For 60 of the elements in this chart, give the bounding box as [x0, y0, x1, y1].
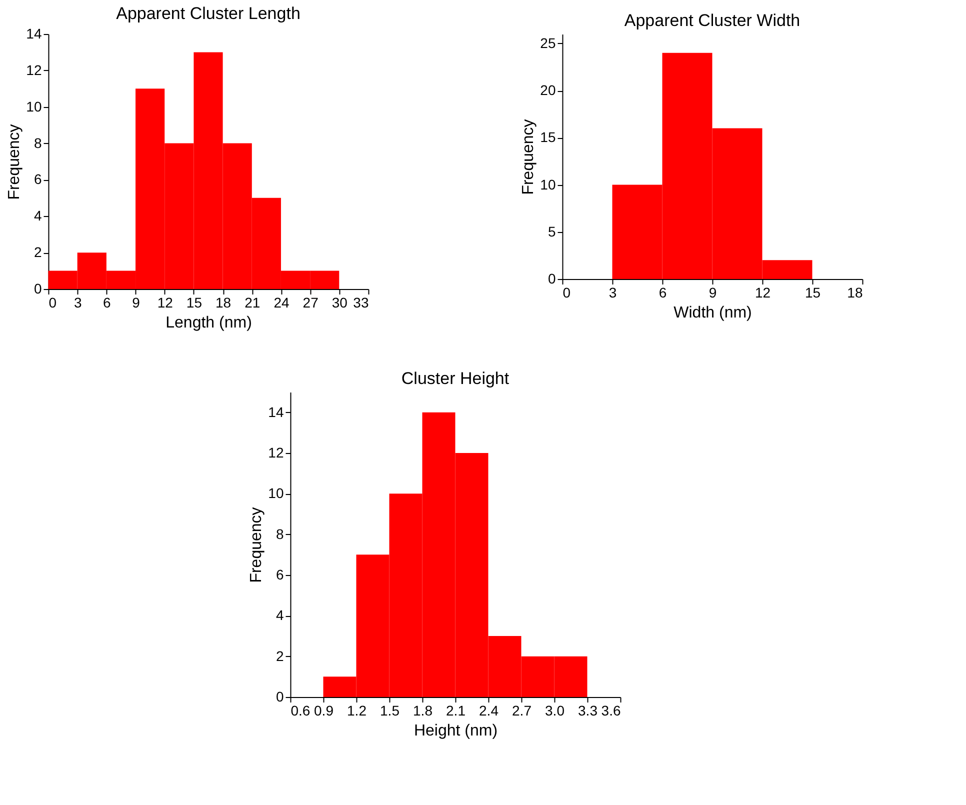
x-tick-label: 0.6	[290, 702, 310, 718]
x-axis-title: Width (nm)	[674, 304, 752, 322]
y-tick-label: 8	[34, 134, 42, 151]
chart-title: Cluster Height	[401, 369, 510, 388]
chart-title: Apparent Cluster Length	[116, 4, 300, 23]
y-tick-label: 25	[540, 34, 556, 51]
x-tick-label: 18	[216, 294, 232, 310]
x-tick-label: 27	[302, 294, 319, 310]
x-tick-label: 3.0	[545, 702, 565, 718]
y-tick-label: 4	[34, 208, 42, 224]
x-tick-label: 12	[157, 294, 174, 310]
x-tick-label: 2.1	[446, 702, 466, 718]
y-tick-label: 0	[276, 688, 284, 704]
x-axis-title: Length (nm)	[166, 314, 252, 332]
x-tick-label: 1.8	[413, 702, 433, 718]
x-tick-label: 9	[708, 284, 717, 300]
x-tick-label: 3	[608, 284, 617, 300]
y-tick-label: 12	[26, 62, 42, 78]
x-tick-label: 3.3	[578, 702, 598, 718]
x-tick-label: 3.6	[601, 702, 621, 718]
y-tick-label: 15	[540, 129, 556, 146]
y-tick-label: 20	[540, 82, 556, 98]
y-tick-label: 2	[276, 648, 284, 664]
x-tick-label: 33	[353, 294, 369, 310]
x-tick-label: 24	[274, 294, 290, 310]
chart-title: Apparent Cluster Width	[624, 11, 800, 30]
y-tick-label: 14	[26, 26, 42, 42]
y-tick-label: 12	[268, 444, 284, 460]
y-tick-label: 6	[34, 171, 42, 188]
x-tick-label: 30	[332, 294, 348, 310]
y-tick-label: 6	[276, 566, 284, 582]
x-tick-label: 0	[48, 294, 57, 310]
x-tick-label: 1.5	[380, 702, 400, 718]
x-tick-label: 15	[186, 294, 202, 310]
x-tick-label: 6	[658, 284, 667, 300]
x-tick-label: 2.4	[479, 702, 499, 718]
y-tick-label: 10	[268, 485, 284, 502]
y-axis-title: Frequency	[248, 507, 266, 583]
x-tick-label: 0	[562, 284, 571, 300]
y-tick-label: 8	[276, 526, 284, 542]
x-tick-label: 0.9	[314, 702, 334, 718]
x-tick-label: 18	[847, 284, 863, 300]
y-axis-title: Frequency	[520, 119, 538, 195]
y-tick-label: 4	[276, 607, 284, 624]
y-tick-label: 0	[548, 270, 556, 286]
x-tick-label: 15	[804, 284, 821, 300]
x-tick-label: 21	[244, 294, 260, 310]
y-tick-label: 10	[26, 98, 42, 114]
x-tick-label: 2.7	[512, 702, 532, 718]
x-tick-label: 3	[74, 294, 82, 310]
x-tick-label: 1.2	[347, 702, 367, 718]
y-tick-label: 5	[548, 223, 556, 240]
y-axis-title: Frequency	[6, 124, 24, 200]
y-tick-label: 2	[34, 244, 42, 260]
y-tick-label: 14	[268, 404, 284, 420]
x-tick-label: 12	[754, 284, 771, 300]
y-tick-label: 10	[540, 176, 556, 192]
x-tick-label: 9	[132, 294, 140, 310]
x-tick-label: 6	[103, 294, 112, 310]
x-axis-title: Height (nm)	[414, 722, 498, 740]
